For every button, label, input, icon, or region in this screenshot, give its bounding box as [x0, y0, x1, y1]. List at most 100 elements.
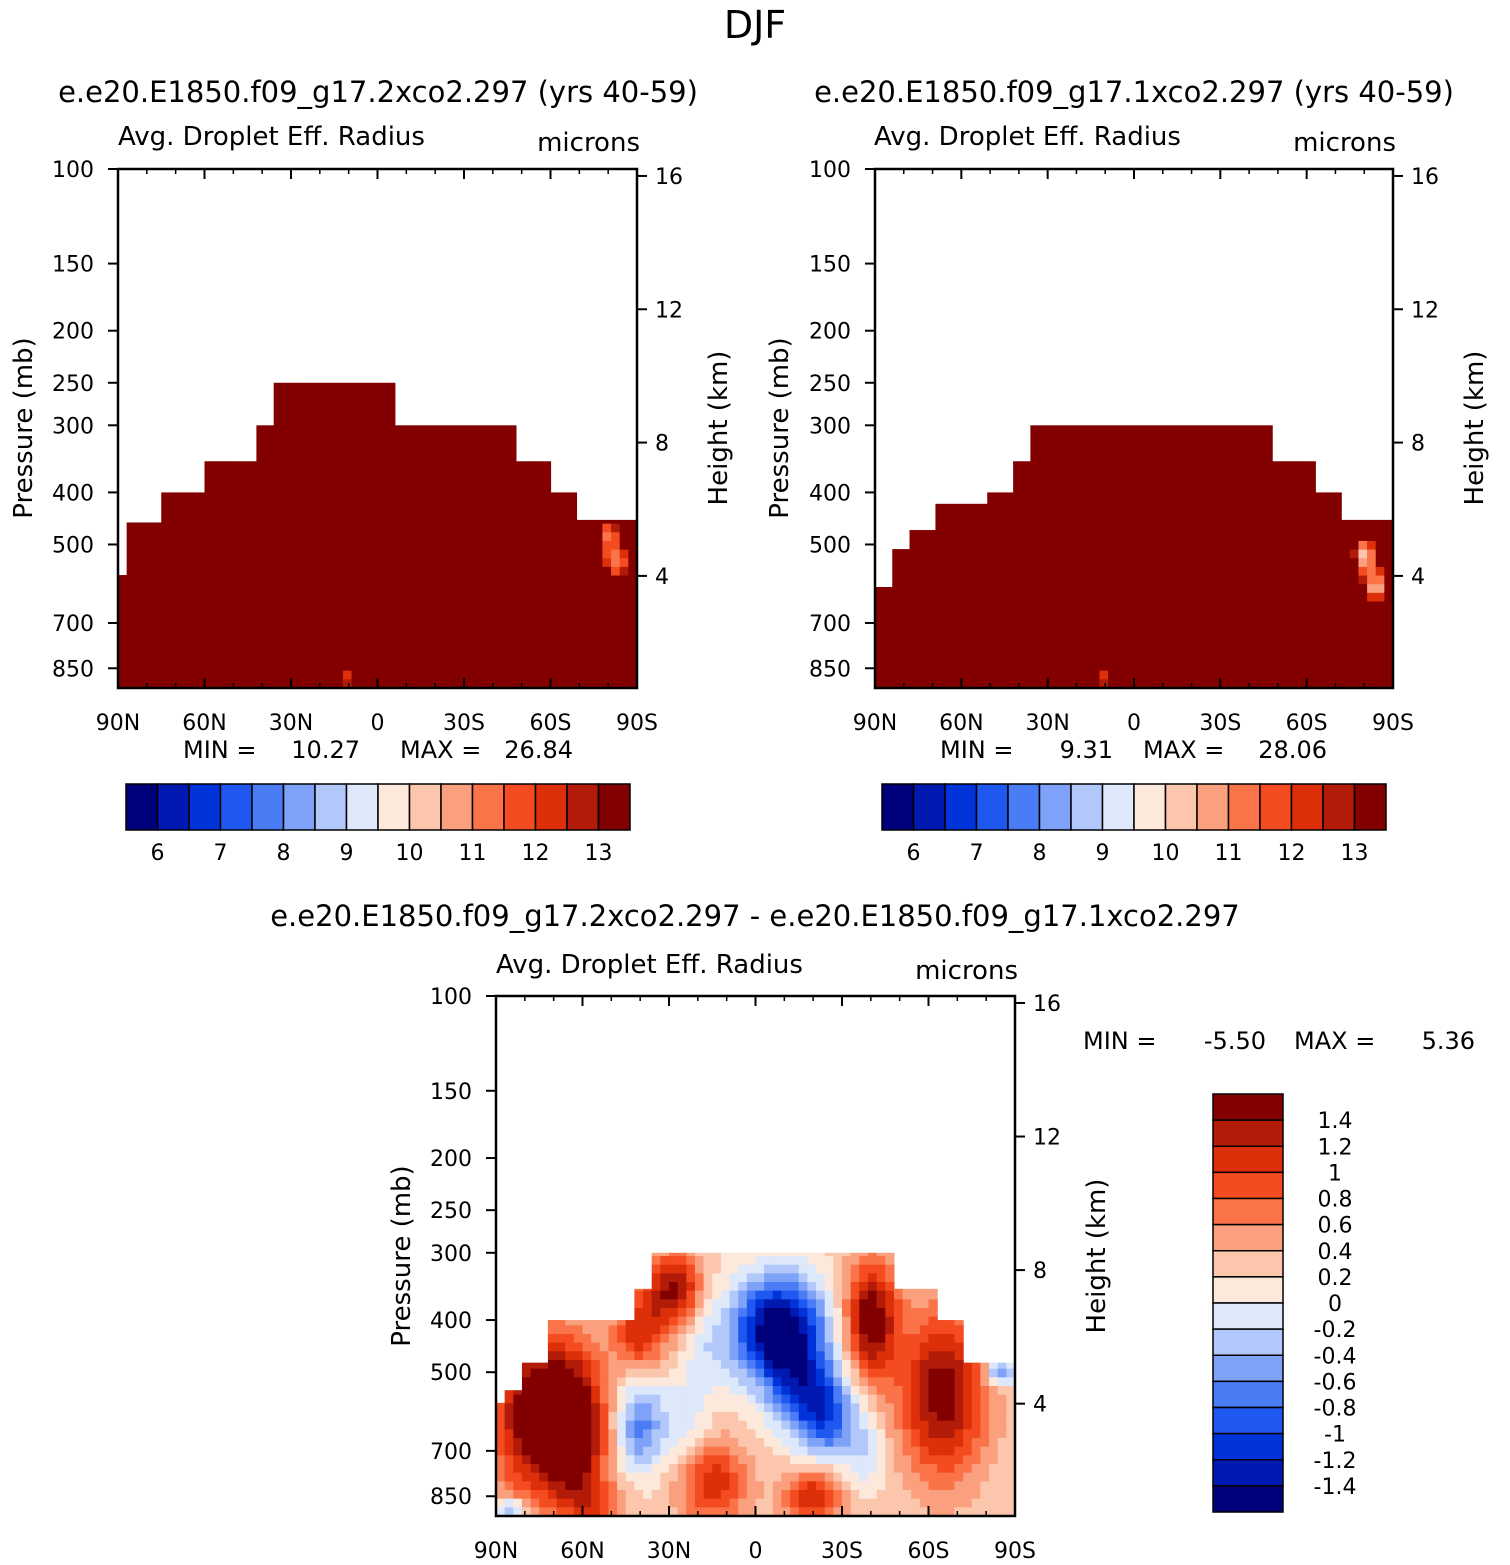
- field-cell: [273, 382, 283, 386]
- field-cell: [187, 515, 197, 525]
- field-cell: [755, 1316, 765, 1326]
- field-cell: [919, 1386, 930, 1396]
- field-cell: [919, 1464, 930, 1474]
- field-cell: [438, 627, 448, 637]
- field-cell: [178, 549, 188, 559]
- field-cell: [1315, 492, 1325, 499]
- field-cell: [489, 610, 500, 620]
- field-cell: [859, 1325, 869, 1335]
- field-cell: [712, 1464, 722, 1474]
- field-cell: [1194, 592, 1204, 603]
- field-cell: [273, 393, 283, 404]
- field-cell: [498, 454, 508, 464]
- field-cell: [342, 402, 353, 412]
- field-cell: [567, 662, 578, 672]
- field-cell: [591, 1325, 601, 1335]
- field-cell: [995, 610, 1006, 620]
- field-cell: [291, 437, 301, 447]
- field-cell: [1177, 480, 1187, 490]
- field-cell: [987, 497, 997, 507]
- field-cell: [1228, 506, 1239, 516]
- colorbar-label: 8: [277, 841, 291, 866]
- field-cell: [489, 566, 500, 577]
- field-cell: [1021, 532, 1031, 542]
- field-cell: [694, 1351, 705, 1361]
- field-cell: [230, 601, 240, 611]
- field-cell: [256, 454, 266, 464]
- field-cell: [883, 618, 893, 629]
- field-cell: [833, 1394, 843, 1404]
- field-cell: [556, 1394, 566, 1404]
- field-cell: [265, 437, 275, 447]
- field-cell: [980, 1377, 990, 1387]
- field-cell: [325, 411, 335, 421]
- field-cell: [143, 653, 154, 663]
- field-cell: [221, 584, 232, 594]
- field-cell: [1289, 601, 1299, 611]
- field-cell: [567, 644, 578, 654]
- field-cell: [677, 1403, 687, 1413]
- field-cell: [342, 382, 353, 386]
- field-cell: [1177, 670, 1187, 680]
- field-cell: [669, 1481, 679, 1491]
- field-cell: [299, 382, 309, 386]
- field-cell: [599, 1320, 610, 1326]
- field-cell: [498, 437, 508, 447]
- field-cell: [291, 445, 301, 456]
- field-cell: [161, 566, 171, 577]
- field-cell: [643, 1360, 653, 1370]
- y-tick-label: 150: [809, 253, 851, 278]
- field-cell: [530, 1420, 540, 1430]
- field-cell: [660, 1429, 670, 1439]
- field-cell: [790, 1282, 800, 1292]
- field-cell: [377, 523, 387, 533]
- field-cell: [489, 679, 500, 689]
- field-cell: [496, 1438, 506, 1448]
- field-cell: [351, 670, 361, 680]
- field-cell: [772, 1351, 783, 1361]
- field-cell: [265, 497, 275, 507]
- field-cell: [1280, 506, 1290, 516]
- field-cell: [591, 1464, 601, 1474]
- field-cell: [833, 1498, 843, 1508]
- field-cell: [1203, 445, 1213, 456]
- field-cell: [455, 601, 465, 611]
- field-cell: [472, 627, 482, 637]
- y-right-tick-label: 12: [655, 298, 683, 323]
- field-cell: [420, 618, 430, 629]
- field-cell: [918, 584, 928, 594]
- field-cell: [772, 1420, 783, 1430]
- field-cell: [582, 1403, 592, 1413]
- field-cell: [316, 445, 327, 456]
- field-cell: [1064, 636, 1075, 646]
- field-cell: [1073, 463, 1083, 473]
- field-cell: [1082, 575, 1092, 585]
- field-cell: [833, 1412, 843, 1422]
- field-cell: [1289, 506, 1299, 516]
- field-cell: [909, 627, 919, 637]
- field-cell: [291, 670, 301, 680]
- field-cell: [126, 670, 136, 680]
- field-cell: [573, 1438, 584, 1448]
- field-cell: [833, 1360, 843, 1370]
- field-cell: [892, 644, 902, 654]
- field-cell: [798, 1472, 808, 1482]
- field-cell: [1056, 437, 1066, 447]
- field-cell: [669, 1290, 679, 1300]
- field-cell: [412, 644, 422, 654]
- field-cell: [729, 1412, 739, 1422]
- field-cell: [360, 515, 370, 525]
- field-cell: [403, 471, 413, 481]
- field-cell: [619, 575, 629, 585]
- field-cell: [161, 584, 171, 594]
- field-cell: [842, 1351, 852, 1361]
- field-cell: [152, 662, 162, 672]
- field-cell: [1099, 549, 1109, 559]
- field-cell: [1323, 670, 1334, 680]
- field-cell: [481, 566, 491, 577]
- field-cell: [455, 471, 465, 481]
- field-cell: [1159, 428, 1170, 438]
- field-cell: [651, 1377, 661, 1387]
- field-cell: [1090, 662, 1101, 672]
- field-cell: [1116, 558, 1126, 568]
